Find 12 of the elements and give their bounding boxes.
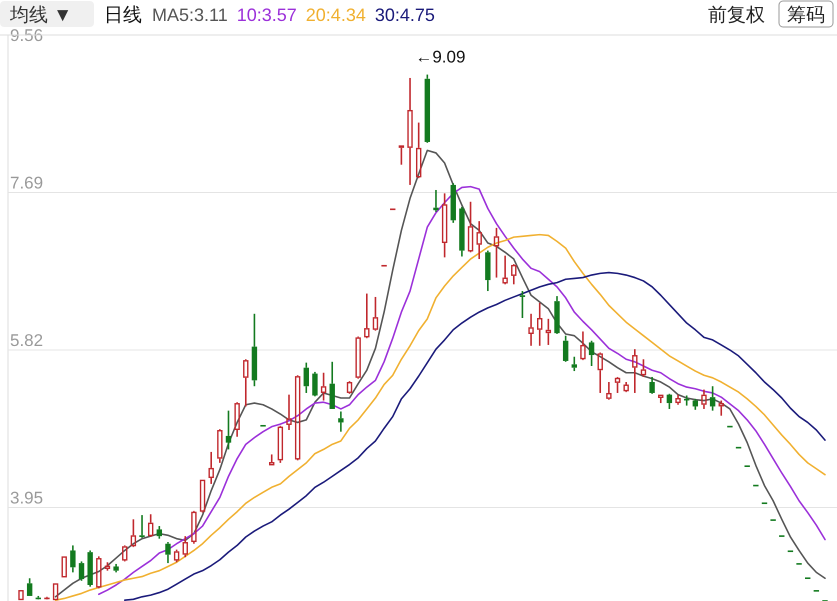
y-tick-label: 3.95	[10, 488, 44, 508]
text: MA5:3.11	[152, 5, 228, 25]
annotation: ←9.09	[415, 48, 466, 67]
text: 日线	[104, 5, 142, 26]
text: 筹码	[787, 5, 825, 26]
text: 20:4.34	[306, 5, 366, 25]
y-tick-label: 7.69	[10, 174, 44, 193]
text: 10:3.57	[236, 5, 297, 25]
text: 均线 ▼	[9, 5, 72, 26]
text: 前复权	[708, 5, 765, 26]
text: 30:4.75	[374, 5, 435, 25]
y-tick-label: 5.82	[10, 331, 44, 350]
